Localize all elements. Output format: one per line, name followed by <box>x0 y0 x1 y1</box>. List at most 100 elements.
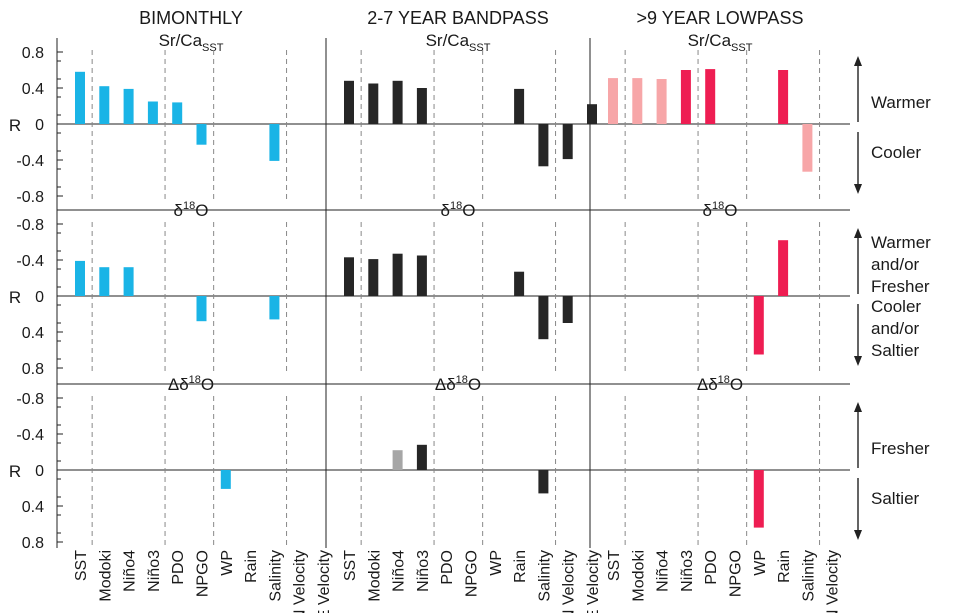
category-label: E Velocity <box>585 550 602 613</box>
panel-title: Δδ18O <box>435 374 481 394</box>
bar-modoki <box>368 259 379 296</box>
category-label: Niño3 <box>679 550 696 592</box>
side-label-lower: and/or <box>871 319 920 338</box>
category-label: Modoki <box>97 550 114 602</box>
category-label: Rain <box>776 550 793 583</box>
category-label: WP <box>488 550 505 576</box>
side-label-lower: Cooler <box>871 297 921 316</box>
side-label-upper: Fresher <box>871 277 930 296</box>
bar-ni-o4 <box>123 88 134 124</box>
category-label: NPGO <box>195 550 212 597</box>
y-tick-label: 0.8 <box>22 535 44 552</box>
bar-wp <box>753 470 764 528</box>
y-tick-label: 0 <box>35 117 44 134</box>
category-label: NPGO <box>728 550 745 597</box>
category-label: N Velocity <box>292 550 309 613</box>
category-label: Salinity <box>800 550 817 602</box>
y-tick-label: -0.8 <box>16 189 44 206</box>
bar-ni-o3 <box>147 101 158 124</box>
y-tick-label: 0.8 <box>22 45 44 62</box>
bar-salinity <box>538 470 549 494</box>
bar-wp <box>220 470 231 489</box>
panel-title: Sr/CaSST <box>159 31 224 54</box>
arrow-up-icon <box>854 402 862 412</box>
category-label: Niño4 <box>655 550 672 592</box>
category-label: PDO <box>170 550 187 585</box>
bar-ni-o3 <box>416 444 427 470</box>
bar-npgo <box>196 124 207 145</box>
bar-ni-o4 <box>392 80 403 124</box>
category-label: WP <box>219 550 236 576</box>
category-label: Rain <box>512 550 529 583</box>
arrow-down-icon <box>854 530 862 540</box>
side-label-upper: Warmer <box>871 233 931 252</box>
arrow-up-icon <box>854 56 862 66</box>
category-label: Modoki <box>630 550 647 602</box>
panel-title: Sr/CaSST <box>426 31 491 54</box>
bar-sst <box>75 71 85 124</box>
side-label-upper: Fresher <box>871 439 930 458</box>
panel-title: δ18O <box>703 200 738 220</box>
category-label: NPGO <box>464 550 481 597</box>
bar-rain <box>514 271 525 296</box>
bar-modoki <box>632 78 643 124</box>
y-axis-label: R <box>9 288 21 307</box>
bar-ni-o3 <box>416 88 427 124</box>
category-label: WP <box>752 550 769 576</box>
category-label: Salinity <box>267 550 284 602</box>
column-title-1: BIMONTHLY <box>139 8 243 28</box>
bar-ni-o4 <box>392 253 403 296</box>
category-label: Niño3 <box>415 550 432 592</box>
category-label: PDO <box>439 550 456 585</box>
category-label: Rain <box>243 550 260 583</box>
y-tick-label: 0.8 <box>22 361 44 378</box>
bar-ni-o4 <box>656 79 667 124</box>
side-label-lower: Saltier <box>871 341 920 360</box>
y-tick-label: 0 <box>35 463 44 480</box>
bar-sst <box>75 260 85 296</box>
category-label: N Velocity <box>825 550 842 613</box>
column-title-2: 2-7 YEAR BANDPASS <box>367 8 548 28</box>
y-tick-label: -0.8 <box>16 391 44 408</box>
category-label: Salinity <box>536 550 553 602</box>
bar-modoki <box>99 267 110 296</box>
y-tick-label: -0.4 <box>16 427 44 444</box>
bar-n-velocity <box>562 296 573 323</box>
bar-pdo <box>172 102 183 124</box>
bar-salinity <box>802 124 813 172</box>
side-label-lower: Cooler <box>871 143 921 162</box>
y-tick-label: 0 <box>35 289 44 306</box>
y-tick-label: -0.4 <box>16 253 44 270</box>
bar-ni-o4 <box>392 450 403 470</box>
category-label: Niño4 <box>122 550 139 592</box>
category-label: SST <box>606 550 623 581</box>
bar-salinity <box>269 124 280 161</box>
panel-title: Δδ18O <box>697 374 743 394</box>
category-label: SST <box>342 550 359 581</box>
bar-npgo <box>196 296 207 322</box>
category-label: Modoki <box>366 550 383 602</box>
y-tick-label: -0.8 <box>16 217 44 234</box>
panel-title: δ18O <box>174 200 209 220</box>
side-label-lower: Saltier <box>871 489 920 508</box>
bar-sst <box>608 78 618 124</box>
panel-title: Sr/CaSST <box>688 31 753 54</box>
panel-title: Δδ18O <box>168 374 214 394</box>
y-axis-label: R <box>9 462 21 481</box>
side-label-upper: Warmer <box>871 93 931 112</box>
bar-rain <box>778 240 789 296</box>
category-label: Niño4 <box>391 550 408 592</box>
bar-sst <box>344 80 354 124</box>
column-title-3: >9 YEAR LOWPASS <box>637 8 804 28</box>
bar-salinity <box>538 296 549 340</box>
category-label: N Velocity <box>561 550 578 613</box>
y-axis-label: R <box>9 116 21 135</box>
panel-title: δ18O <box>441 200 476 220</box>
y-tick-label: 0.4 <box>22 499 44 516</box>
side-label-upper: and/or <box>871 255 920 274</box>
bar-modoki <box>99 86 110 124</box>
bar-pdo <box>705 69 716 124</box>
bar-salinity <box>538 124 549 167</box>
category-label: SST <box>73 550 90 581</box>
